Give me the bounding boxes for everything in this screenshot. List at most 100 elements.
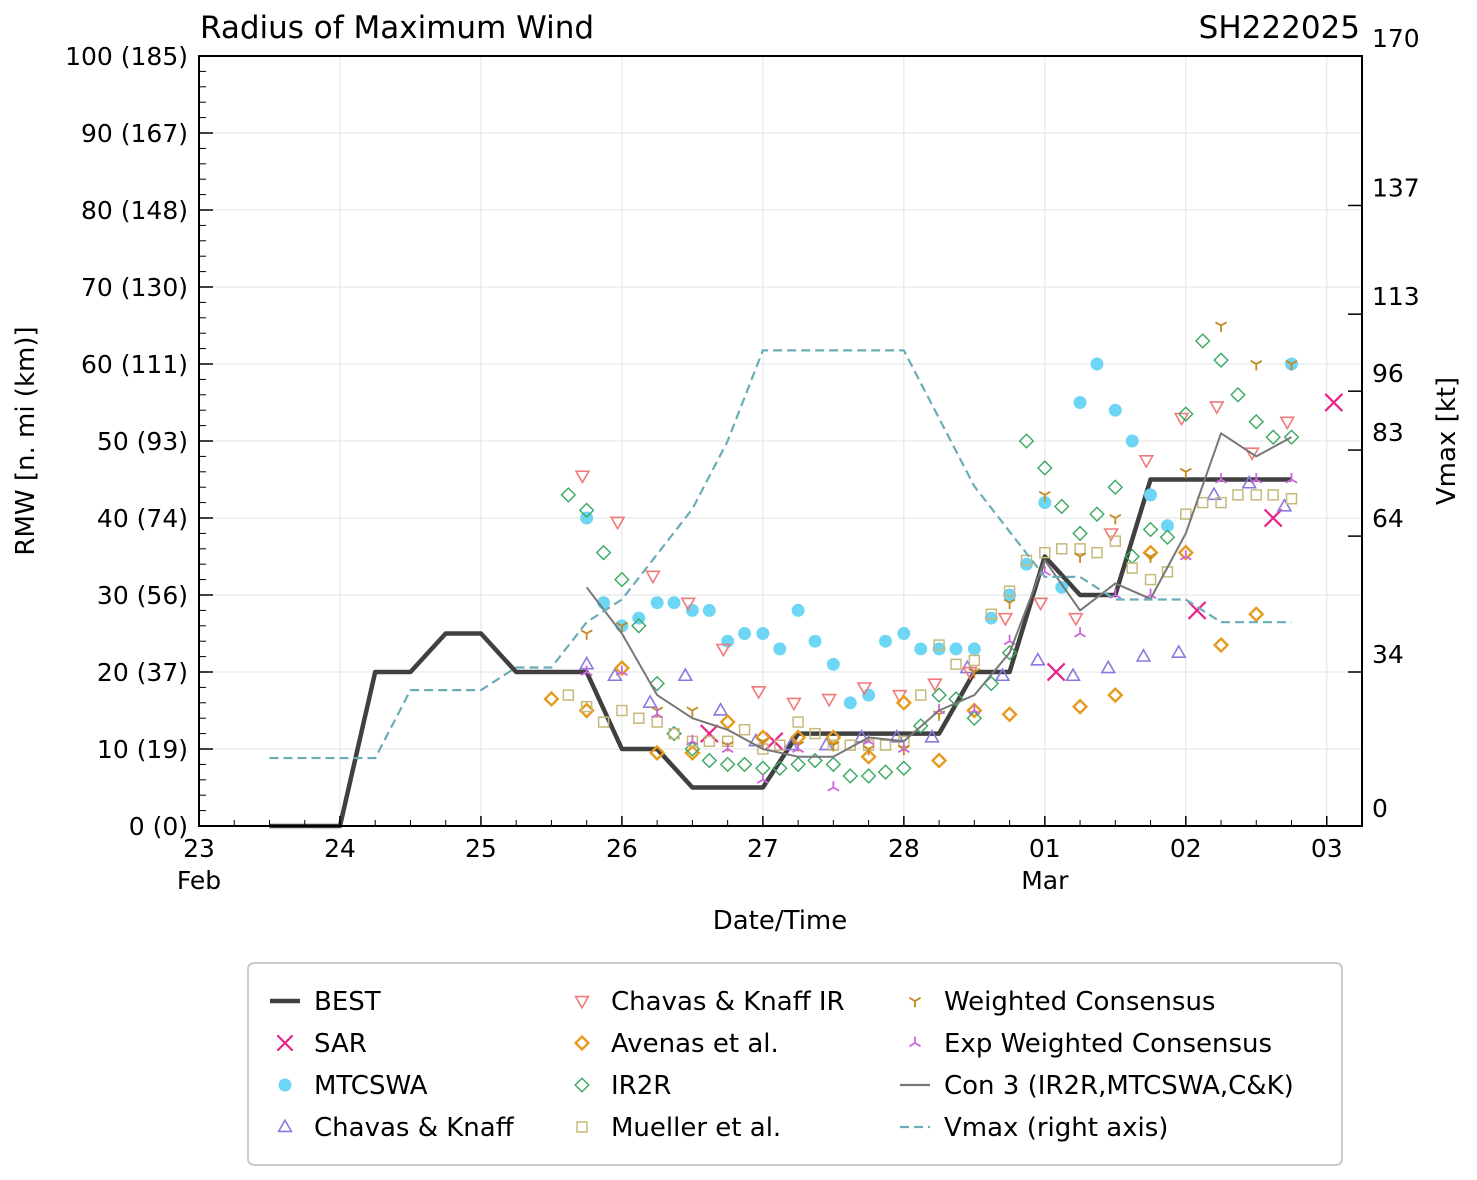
avenas-et-al-point	[1071, 698, 1089, 715]
legend-entry-weighted-consensus: Weighted Consensus	[908, 987, 1215, 1017]
chavas-knaff-ir-point	[574, 470, 591, 485]
y-tick-label: 90 (167)	[81, 119, 188, 148]
x-tick-label: 25	[465, 834, 497, 863]
mtcswa-point	[843, 696, 857, 710]
weighted-consensus-point	[1074, 552, 1087, 563]
x-tick-sublabel: Feb	[177, 866, 221, 895]
y-tick-label: 30 (56)	[97, 581, 188, 610]
chavas-knaff-point	[1065, 667, 1081, 682]
exp-weighted-consensus-point	[968, 704, 981, 715]
ir2r-point	[631, 618, 647, 634]
weighted-consensus-point	[1003, 598, 1016, 610]
series-weighted-consensus	[580, 321, 1298, 756]
chavas-knaff-point	[677, 667, 694, 682]
mueller-et-al-point	[616, 704, 628, 717]
ir2r-point	[966, 710, 983, 726]
sar-point	[1187, 601, 1207, 620]
chavas-knaff-ir-point	[609, 516, 626, 531]
mtcswa-point	[808, 634, 822, 648]
y-tick-label: 100 (185)	[65, 42, 188, 71]
ir2r-point	[1213, 352, 1229, 368]
legend-label: Vmax (right axis)	[944, 1113, 1168, 1143]
legend-label: Chavas & Knaff IR	[611, 987, 845, 1017]
exp-weighted-consensus-point	[756, 773, 769, 784]
chavas-knaff-point	[712, 702, 729, 716]
mueller-et-al-point	[985, 608, 997, 620]
y-tick-label: 80 (148)	[81, 196, 188, 225]
mtcswa-point	[738, 627, 752, 640]
mtcswa-point	[826, 657, 840, 671]
exp-weighted-consensus-point	[1074, 627, 1087, 638]
mueller-et-al-point	[774, 739, 786, 751]
ir2r-point	[1107, 479, 1124, 495]
mtcswa-point	[1108, 403, 1122, 417]
y2-tick-label: 34	[1372, 640, 1404, 669]
chavas-knaff-ir-point	[821, 693, 837, 708]
exp-weighted-consensus-point	[1285, 473, 1298, 484]
mueller-et-al-point	[809, 727, 821, 740]
exp-weighted-consensus-point	[580, 665, 593, 676]
ir2r-point	[860, 768, 877, 784]
con-3-ir2r-mtcswa-c-k-line	[585, 432, 1292, 758]
ir2r-point	[1194, 333, 1211, 349]
legend-label: Con 3 (IR2R,MTCSWA,C&K)	[944, 1071, 1294, 1101]
x-tick-label: 23	[183, 834, 215, 863]
mueller-et-al-point	[1250, 489, 1262, 501]
chavas-knaff-ir-point	[1032, 597, 1049, 612]
mueller-et-al-point	[915, 689, 927, 701]
mueller-et-al-point	[1126, 562, 1138, 574]
series-sar	[699, 393, 1344, 751]
mueller-et-al-point	[968, 654, 981, 667]
chavas-knaff-ir-point	[856, 682, 873, 696]
mtcswa-point	[879, 634, 893, 648]
ir2r-point	[719, 756, 736, 773]
mueller-et-al-point	[1215, 496, 1227, 509]
mueller-et-al-point	[950, 658, 962, 671]
ir2r-point	[1018, 433, 1035, 449]
y2-tick-label: 170	[1372, 24, 1420, 53]
x-tick-label: 02	[1170, 834, 1202, 863]
legend-entry-sar: SAR	[276, 1029, 367, 1059]
mtcswa-point	[914, 642, 928, 656]
legend-label: Avenas et al.	[611, 1029, 779, 1059]
series-mtcswa	[580, 357, 1298, 710]
chavas-knaff-ir-point	[715, 643, 732, 658]
y2-tick-label: 0	[1372, 794, 1388, 823]
mtcswa-point	[1038, 496, 1052, 510]
avenas-et-al-point	[860, 748, 877, 765]
chavas-knaff-ir-point	[750, 686, 767, 700]
legend-swatch	[576, 1121, 588, 1133]
mueller-et-al-point	[792, 716, 804, 728]
series-con-3-ir2r-mtcswa-c-k	[585, 432, 1292, 758]
ir2r-point	[1072, 525, 1088, 542]
legend-entry-avenas-et-al: Avenas et al.	[573, 1029, 779, 1059]
mtcswa-point	[967, 642, 981, 656]
ir2r-point	[1159, 529, 1176, 546]
series-avenas-et-al	[543, 544, 1265, 769]
sar-point	[1046, 662, 1066, 682]
avenas-et-al-point	[825, 729, 842, 746]
mueller-et-al-point	[1232, 489, 1244, 501]
legend-entry-chavas-knaff: Chavas & Knaff	[277, 1113, 515, 1143]
sar-point	[699, 724, 719, 743]
avenas-et-al-point	[895, 694, 912, 711]
ir2r-point	[1053, 498, 1070, 515]
exp-weighted-consensus-point	[1179, 550, 1192, 561]
y-tick-label: 50 (93)	[97, 427, 188, 456]
chavas-knaff-ir-point	[1244, 447, 1260, 461]
chavas-knaff-ir-point	[1279, 416, 1296, 431]
grid	[198, 55, 1362, 827]
ir2r-point	[1265, 429, 1281, 445]
sar-point	[1263, 508, 1283, 528]
mtcswa-point	[1090, 357, 1104, 371]
mueller-et-al-point	[1091, 546, 1103, 559]
chavas-knaff-point	[642, 694, 658, 709]
legend-swatch	[277, 1118, 293, 1133]
mtcswa-point	[932, 642, 946, 656]
mueller-et-al-point	[1020, 554, 1033, 567]
chavas-knaff-ir-point	[997, 612, 1014, 627]
ir2r-point	[1037, 460, 1053, 476]
weighted-consensus-point	[756, 737, 769, 748]
mtcswa-point	[721, 634, 735, 648]
chavas-knaff-ir-point	[962, 666, 978, 681]
